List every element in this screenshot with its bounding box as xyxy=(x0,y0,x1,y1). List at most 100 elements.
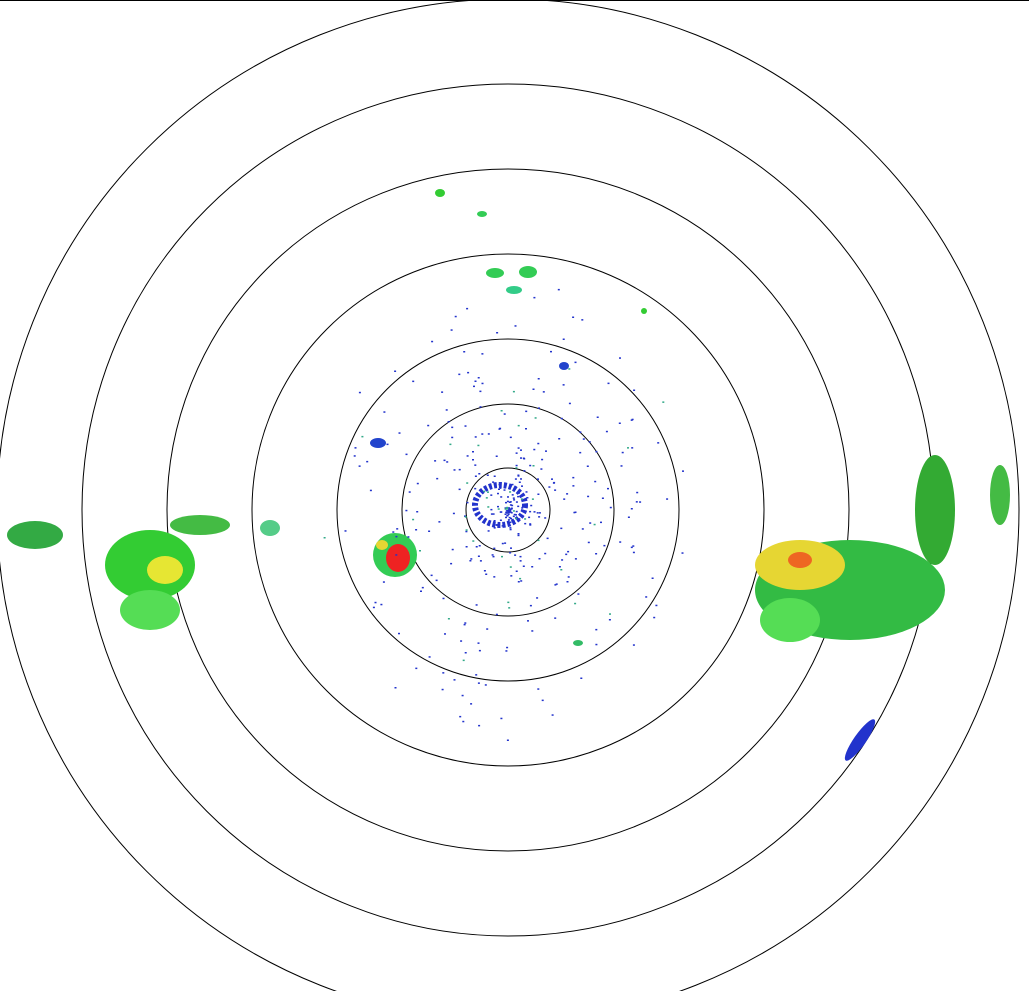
speckle xyxy=(386,443,389,446)
speckle xyxy=(398,432,401,434)
speckle xyxy=(582,438,585,440)
speckle xyxy=(344,530,347,532)
speckle xyxy=(513,499,516,501)
speckle xyxy=(405,453,408,456)
speckle xyxy=(589,522,592,524)
speckle xyxy=(514,554,517,556)
speckle xyxy=(525,491,528,493)
speckle xyxy=(392,531,395,533)
speckle xyxy=(443,459,446,462)
speckle xyxy=(520,478,522,480)
speckle xyxy=(474,464,477,466)
speckle xyxy=(487,506,490,508)
speckle xyxy=(520,449,522,451)
speckle xyxy=(508,507,511,510)
speckle xyxy=(595,450,598,453)
speckle xyxy=(483,570,486,572)
speckle xyxy=(492,481,495,483)
speckle xyxy=(560,569,563,571)
speckle xyxy=(505,516,507,519)
speckle xyxy=(372,606,375,609)
speckle xyxy=(412,518,415,521)
speckle xyxy=(505,510,508,512)
speckle xyxy=(509,521,512,523)
speckle xyxy=(472,459,474,461)
speckle xyxy=(538,558,541,560)
speckle xyxy=(572,485,575,487)
speckle xyxy=(596,416,599,418)
speckle xyxy=(529,604,532,607)
speckle xyxy=(609,506,612,509)
speckle xyxy=(506,500,509,503)
speckle xyxy=(540,468,543,470)
speckle xyxy=(469,560,472,562)
speckle xyxy=(526,497,529,499)
speckle xyxy=(383,411,386,413)
echo xyxy=(506,286,522,294)
speckle xyxy=(481,353,484,355)
speckle xyxy=(511,483,514,486)
speckle xyxy=(551,478,553,480)
speckle xyxy=(490,494,493,496)
speckle xyxy=(509,504,512,506)
speckle xyxy=(507,513,510,515)
speckle xyxy=(504,542,507,544)
speckle xyxy=(574,602,577,605)
speckle xyxy=(506,506,509,509)
speckle xyxy=(509,511,512,513)
speckle xyxy=(505,501,507,504)
speckle xyxy=(460,640,463,642)
speckle xyxy=(481,433,484,435)
speckle xyxy=(446,461,449,463)
speckle xyxy=(497,505,499,508)
speckle xyxy=(632,545,635,547)
echoes xyxy=(7,189,1010,761)
speckle xyxy=(466,501,469,504)
echo xyxy=(519,266,537,278)
speckle xyxy=(415,529,418,531)
speckle xyxy=(493,547,496,550)
speckle xyxy=(513,513,516,516)
speckle xyxy=(595,643,598,646)
speckle xyxy=(551,714,554,716)
speckle xyxy=(492,513,495,515)
speckle xyxy=(508,607,511,609)
speckle xyxy=(651,577,654,579)
speckle xyxy=(491,554,494,556)
speckle xyxy=(421,586,424,589)
speckle xyxy=(464,515,466,517)
speckle xyxy=(497,508,500,510)
echo xyxy=(386,544,410,572)
speckle xyxy=(607,487,609,490)
speckle xyxy=(605,430,608,433)
speckle xyxy=(506,739,509,741)
speckle xyxy=(518,518,521,520)
speckle xyxy=(507,519,510,521)
speckle xyxy=(493,520,496,522)
speckle xyxy=(477,682,480,684)
speckle xyxy=(561,559,564,561)
echo xyxy=(170,515,230,535)
speckle xyxy=(477,444,480,447)
speckle xyxy=(573,511,576,514)
speckle xyxy=(508,509,511,512)
speckle xyxy=(434,460,437,462)
speckle xyxy=(507,601,510,604)
echo xyxy=(7,521,63,549)
speckle xyxy=(358,465,361,467)
speckle xyxy=(558,566,561,568)
speckle xyxy=(537,478,539,480)
speckle xyxy=(458,468,461,471)
speckle xyxy=(442,597,445,600)
speckle xyxy=(504,513,507,515)
speckle xyxy=(478,545,481,547)
speckle xyxy=(477,555,480,557)
speckle xyxy=(601,497,604,499)
speckle xyxy=(517,475,520,477)
speckle xyxy=(497,492,499,495)
speckle xyxy=(477,642,480,644)
speckle xyxy=(579,451,582,454)
speckle xyxy=(479,406,482,408)
speckle xyxy=(478,649,481,652)
speckle xyxy=(555,583,558,585)
